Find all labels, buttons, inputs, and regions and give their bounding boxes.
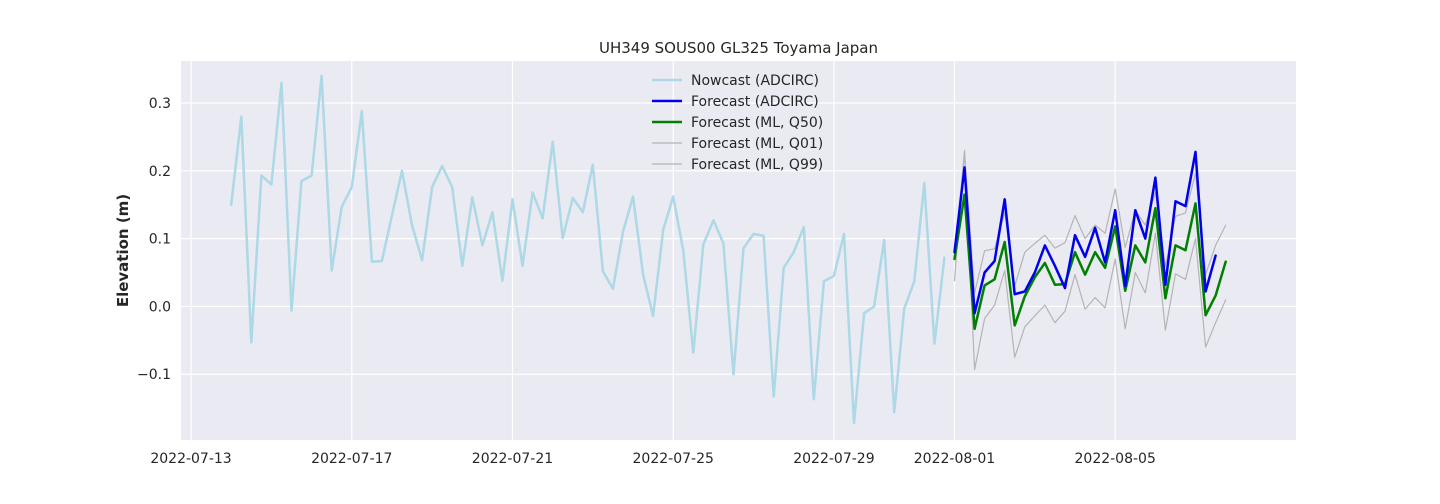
series-lines [229, 74, 1227, 425]
legend-item-label: Forecast (ML, Q50) [691, 115, 823, 131]
x-tick-label: 2022-07-21 [472, 451, 553, 467]
y-tick-label: −0.1 [137, 367, 171, 383]
x-tick-label: 2022-07-29 [793, 451, 874, 467]
x-axis: 2022-07-13 2022-07-17 2022-07-21 2022-07-25… [150, 451, 1156, 467]
legend-item-label: Forecast (ML, Q01) [691, 136, 823, 152]
legend[interactable]: Nowcast (ADCIRC) Forecast (ADCIRC) Forecas… [652, 73, 823, 173]
series-line-2 [953, 193, 1227, 331]
x-tick-label: 2022-07-25 [633, 451, 714, 467]
series-line-3 [953, 149, 1227, 371]
y-tick-label: 0.1 [149, 232, 171, 248]
x-tick-label: 2022-07-17 [311, 451, 392, 467]
y-tick-label: 0.0 [149, 299, 171, 315]
y-axis-label: Elevation (m) [114, 194, 132, 307]
series-line-1 [953, 150, 1217, 315]
y-tick-label: 0.3 [149, 96, 171, 112]
y-axis: −0.1 0.0 0.1 0.2 0.3 [137, 96, 171, 383]
legend-item-label: Forecast (ADCIRC) [691, 94, 819, 110]
x-tick-label: 2022-08-01 [914, 451, 995, 467]
series-line-0 [229, 74, 946, 425]
legend-item-label: Nowcast (ADCIRC) [691, 73, 819, 89]
y-tick-label: 0.2 [149, 164, 171, 180]
legend-item-label: Forecast (ML, Q99) [691, 157, 823, 173]
x-tick-label: 2022-08-05 [1075, 451, 1156, 467]
chart-title: UH349 SOUS00 GL325 Toyama Japan [599, 39, 878, 57]
x-tick-label: 2022-07-13 [150, 451, 231, 467]
